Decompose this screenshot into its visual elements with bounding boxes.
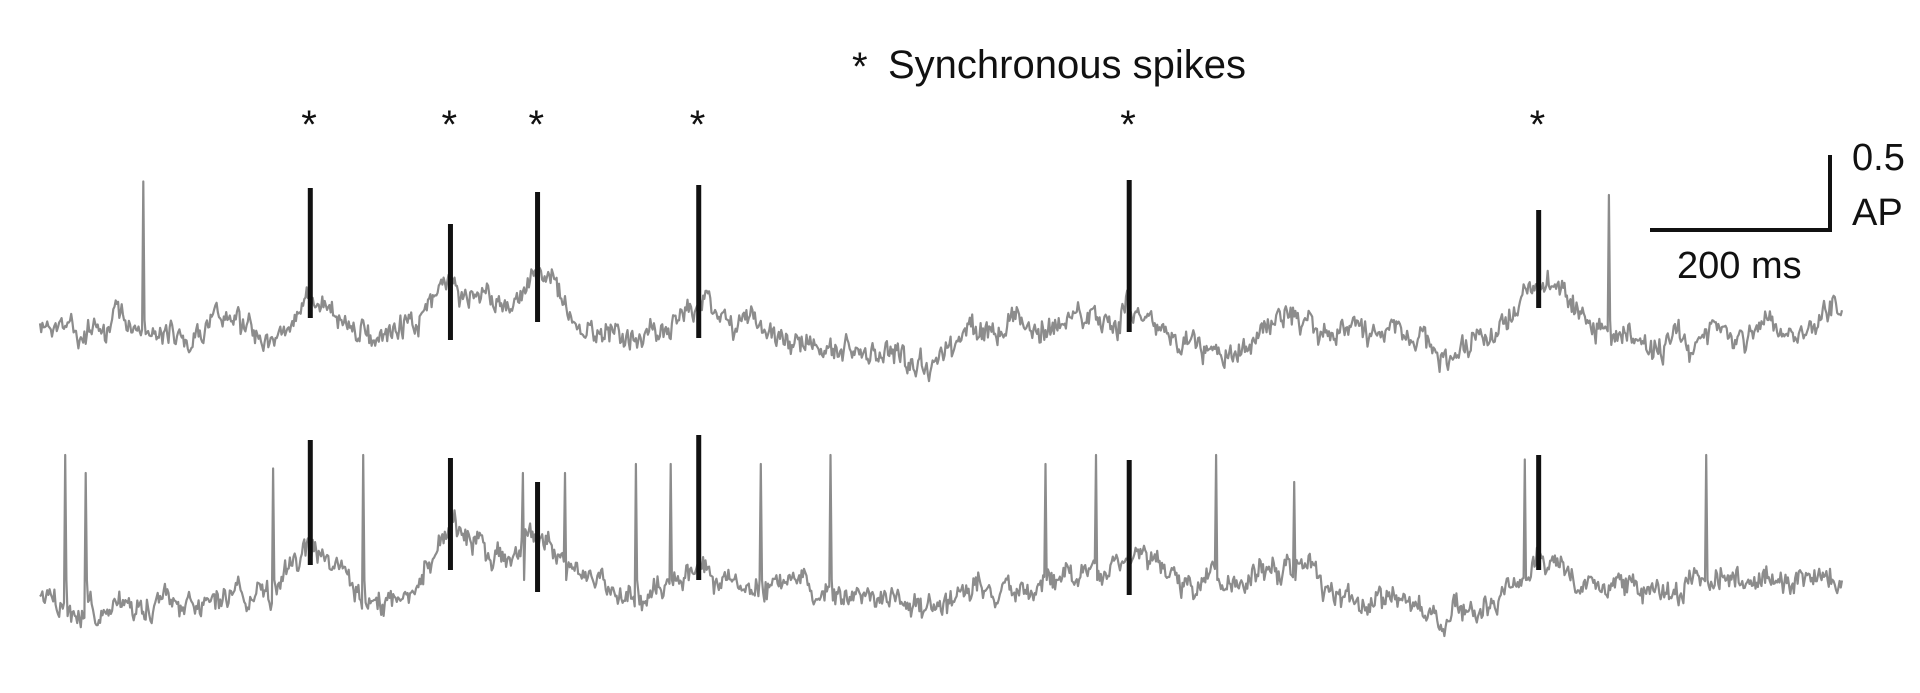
trace-2-sync-spikes [307, 435, 1542, 595]
trace-1-sync-spikes [307, 180, 1542, 340]
sync-spike-asterisk: * [301, 103, 317, 147]
legend-marker: * [852, 45, 868, 89]
legend: * Synchronous spikes [852, 43, 1246, 89]
trace-2 [39, 435, 1844, 638]
trace-1 [38, 180, 1844, 383]
synchronous-spike-markers: * * * * * * [301, 103, 1545, 147]
sync-spike-asterisk: * [690, 103, 706, 147]
trace-1-line [38, 180, 1844, 383]
sync-spike-asterisk: * [1120, 103, 1136, 147]
scale-bar-vertical-unit: AP [1852, 192, 1903, 234]
scale-bar-horizontal-label: 200 ms [1677, 245, 1802, 287]
legend-label: Synchronous spikes [888, 43, 1246, 87]
sync-spike-asterisk: * [441, 103, 457, 147]
trace-2-line [39, 453, 1844, 638]
sync-spike-asterisk: * [1530, 103, 1546, 147]
scale-bar-vertical-value: 0.5 [1852, 137, 1905, 179]
scale-bar: 0.5 AP 200 ms [1650, 137, 1905, 287]
sync-spike-asterisk: * [529, 103, 545, 147]
